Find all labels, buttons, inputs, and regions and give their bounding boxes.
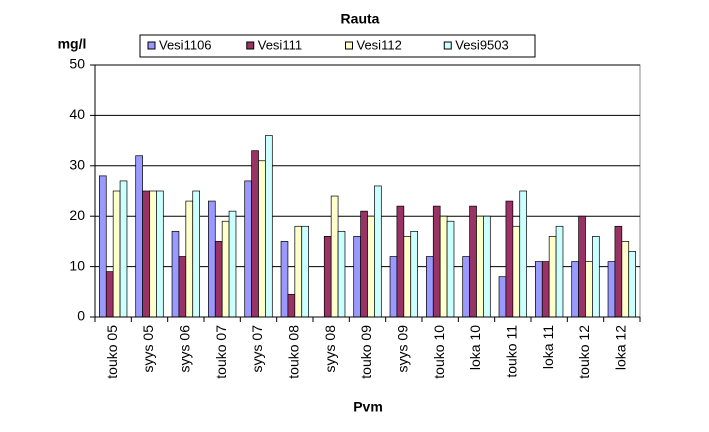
bar bbox=[149, 190, 157, 318]
bar bbox=[374, 185, 382, 318]
bar bbox=[265, 135, 273, 318]
x-tick-label: syys 05 bbox=[140, 325, 156, 373]
bar bbox=[171, 230, 180, 318]
bar bbox=[287, 293, 296, 318]
bar bbox=[585, 261, 593, 318]
y-tick-label: 50 bbox=[69, 56, 85, 72]
bar bbox=[221, 220, 230, 318]
bar bbox=[607, 261, 616, 318]
bar bbox=[258, 160, 266, 318]
legend-box bbox=[139, 34, 536, 58]
bar bbox=[337, 230, 346, 318]
bar bbox=[426, 256, 434, 318]
bar bbox=[156, 190, 164, 318]
bar bbox=[403, 236, 412, 318]
bar bbox=[192, 190, 200, 318]
bar bbox=[330, 195, 339, 318]
bar bbox=[432, 205, 441, 318]
x-axis-label: Pvm bbox=[353, 399, 383, 415]
y-tick-label: 40 bbox=[69, 106, 85, 122]
bar bbox=[396, 205, 405, 318]
y-tick-label: 30 bbox=[69, 157, 85, 173]
bar bbox=[578, 215, 586, 318]
bar bbox=[142, 190, 150, 318]
y-tick-label: 0 bbox=[77, 308, 85, 324]
bar bbox=[555, 225, 564, 318]
bar bbox=[541, 261, 550, 318]
bar bbox=[294, 225, 303, 318]
bar bbox=[498, 276, 507, 318]
bar bbox=[614, 225, 623, 318]
x-tick-label: loka 12 bbox=[613, 325, 629, 370]
bar bbox=[548, 236, 557, 318]
bar bbox=[367, 215, 375, 318]
x-tick-label: syys 08 bbox=[322, 325, 338, 373]
bar bbox=[99, 175, 107, 318]
x-tick-label: syys 09 bbox=[395, 325, 411, 373]
x-tick-label: syys 06 bbox=[177, 325, 193, 373]
bar bbox=[185, 200, 194, 318]
y-axis-label: mg/l bbox=[58, 36, 87, 52]
bar bbox=[621, 241, 630, 318]
legend-swatch bbox=[246, 41, 255, 50]
bar bbox=[571, 261, 579, 318]
bar bbox=[135, 155, 143, 318]
bar bbox=[323, 236, 332, 318]
bar bbox=[105, 271, 114, 318]
bar bbox=[353, 236, 361, 318]
chart-title: Rauta bbox=[341, 11, 380, 27]
x-tick-label: touko 09 bbox=[358, 325, 374, 379]
bar bbox=[476, 215, 484, 318]
bar bbox=[228, 210, 237, 318]
bar bbox=[446, 220, 455, 318]
bar bbox=[280, 241, 289, 318]
bar bbox=[512, 225, 521, 318]
x-tick-label: touko 12 bbox=[576, 325, 592, 379]
bar bbox=[628, 251, 636, 318]
legend-swatch bbox=[443, 41, 452, 50]
bar bbox=[519, 190, 527, 318]
bar bbox=[208, 200, 216, 318]
bar bbox=[389, 256, 398, 318]
x-tick-label: syys 07 bbox=[249, 325, 265, 373]
bar bbox=[535, 261, 543, 318]
x-tick-label: touko 08 bbox=[286, 325, 302, 379]
legend-label: Vesi111 bbox=[258, 37, 302, 52]
bar bbox=[244, 180, 252, 318]
legend-swatch bbox=[345, 41, 353, 50]
bar bbox=[592, 236, 600, 318]
bar bbox=[178, 256, 187, 318]
x-tick-label: touko 11 bbox=[504, 325, 520, 378]
bar bbox=[301, 225, 309, 318]
x-tick-label: loka 11 bbox=[540, 325, 556, 369]
bar bbox=[119, 180, 128, 318]
bar bbox=[439, 215, 448, 318]
bar bbox=[214, 241, 223, 318]
bar bbox=[469, 205, 477, 318]
bar bbox=[462, 256, 470, 318]
x-tick-label: loka 10 bbox=[467, 325, 483, 370]
bar bbox=[360, 210, 368, 318]
bar bbox=[410, 230, 418, 318]
y-tick-label: 10 bbox=[69, 257, 85, 273]
legend-label: Vesi1106 bbox=[159, 37, 212, 52]
x-tick-label: touko 05 bbox=[104, 325, 120, 379]
x-tick-label: touko 07 bbox=[213, 325, 229, 379]
bar bbox=[112, 190, 121, 318]
bar bbox=[505, 200, 514, 318]
legend-label: Vesi112 bbox=[357, 37, 402, 52]
bar bbox=[251, 150, 259, 318]
legend-swatch bbox=[147, 41, 156, 50]
x-tick-label: touko 10 bbox=[431, 325, 447, 379]
y-tick-label: 20 bbox=[69, 207, 85, 223]
bar bbox=[483, 215, 491, 318]
legend-label: Vesi9503 bbox=[455, 37, 509, 52]
